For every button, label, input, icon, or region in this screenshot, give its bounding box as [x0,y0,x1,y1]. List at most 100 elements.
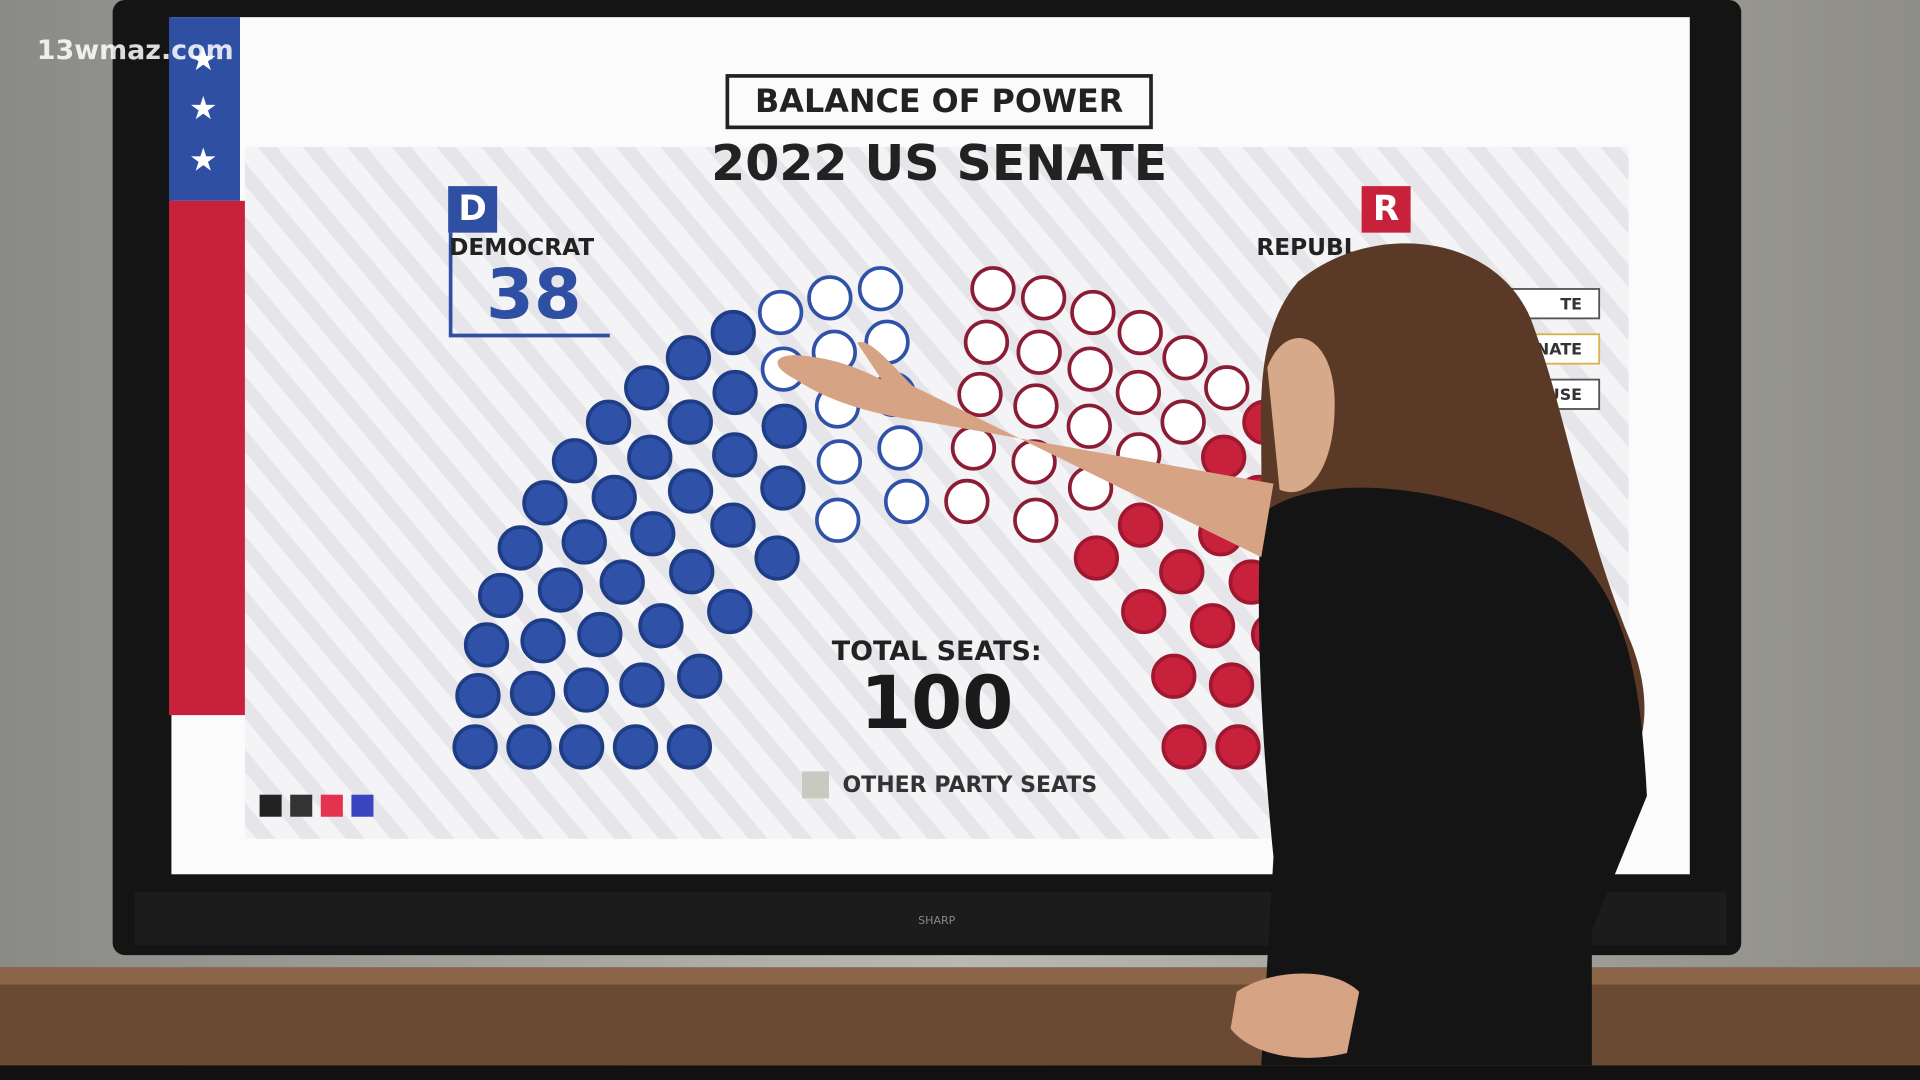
rep-seat [1117,502,1164,548]
rep-seat [1189,603,1236,649]
rep-seat [1162,335,1208,381]
rep-seat [1020,275,1067,321]
arm [777,342,1274,558]
dem-seat [561,519,607,565]
rep-seat [1159,549,1205,595]
dem-seat [638,603,684,649]
rep-seat [957,371,1003,418]
rep-seat [1070,289,1116,336]
swatch[interactable] [290,794,313,817]
shirt [1258,487,1647,1066]
dem-badge: D [458,189,486,229]
dem-seat [599,559,645,605]
menu-label[interactable]: TE [1560,294,1582,313]
face [1267,337,1335,493]
rep-seat [970,266,1016,312]
dem-seat [630,511,676,557]
rep-seat [1204,365,1250,411]
flag-blue [168,17,240,201]
legend-label: OTHER PARTY SEATS [842,773,1097,798]
star: ★ [189,40,218,78]
dem-seat [522,480,568,526]
star: ★ [189,89,218,127]
rep-seat [950,425,997,471]
rep-badge: R [1373,189,1399,229]
dem-seat [506,724,552,770]
rep-seat [944,478,990,525]
dem-badge-bg [448,186,498,233]
dem-seat [585,399,632,445]
star: ★ [189,141,218,179]
dem-seat [754,535,800,581]
dem-bracket [448,232,610,338]
dem-seat [877,425,923,471]
hand [1230,973,1360,1058]
dem-seat [669,549,715,595]
dem-seat [520,618,566,664]
dem-seat [591,474,637,521]
dem-seat [710,309,756,356]
dem-seat [478,572,524,619]
rep-seat [1073,535,1120,581]
dem-seat [807,275,853,321]
dem-seat [816,439,863,485]
legend-swatch [802,771,829,799]
chart-title: 2022 US SENATE [711,135,1167,192]
dem-seat [883,478,930,525]
swatch[interactable] [351,794,374,817]
dem-seat [666,724,713,770]
dem-seat [537,567,584,613]
dem-seat [612,724,659,770]
dem-seat [497,525,543,571]
dem-seat [665,335,712,381]
box-title: BALANCE OF POWER [755,82,1123,120]
rep-seat [1117,309,1163,356]
swatch[interactable] [320,794,343,817]
dem-seat [667,399,713,445]
dem-seat [551,438,598,484]
dem-seat [452,724,498,770]
color-swatches [259,794,374,817]
rep-seat [1115,369,1162,416]
watermark: 13wmaz.com [37,35,234,66]
dem-seat [815,497,861,543]
brand: SHARP [918,914,955,927]
rep-badge-bg [1361,186,1411,233]
stars: ★ ★ ★ [189,40,218,178]
rep-seat [963,319,1010,365]
dem-seat [712,369,758,416]
dem-seat [707,588,753,635]
dem-count: 38 [486,255,581,335]
dem-seat [509,670,556,717]
rep-seat [1016,329,1062,375]
dem-seat [463,622,510,668]
dem-seat [577,611,623,658]
total-label: TOTAL SEATS: [832,636,1042,667]
dem-seat [563,667,609,713]
rep-seat [1215,724,1261,770]
dem-seat [857,266,904,312]
dem-seat [558,724,605,770]
title-box [725,74,1153,130]
rep-seat [1151,653,1197,699]
dem-seat [760,465,806,511]
rep-seat [1066,403,1112,449]
dem-seat [710,502,756,548]
dem-seat [677,653,723,699]
total-value: 100 [860,661,1013,746]
dem-seat [712,432,758,478]
floor [0,1065,1920,1080]
dem-seat [619,662,665,708]
desk-edge [0,967,1920,985]
swatch[interactable] [259,794,282,817]
flag-red [168,200,245,716]
rep-seat [1160,399,1206,445]
dem-seat [667,468,714,514]
rep-seat [1013,383,1059,429]
dem-seat [624,365,670,411]
rep-seat [1201,434,1247,480]
dem-seat [627,434,673,480]
rep-seat [1067,346,1113,392]
dem-seat [455,672,501,719]
